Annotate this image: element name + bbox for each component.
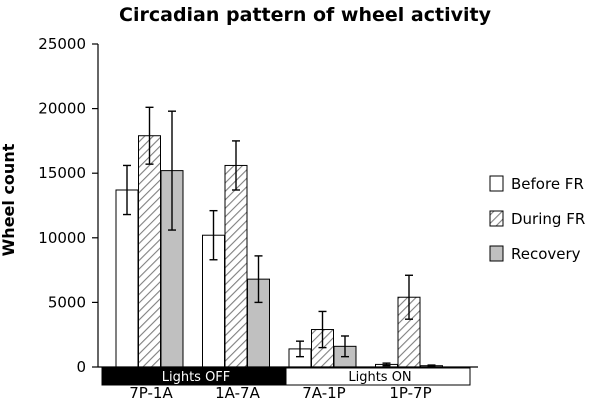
- legend-label: During FR: [511, 210, 585, 228]
- bar-before-fr: [115, 189, 139, 368]
- x-tick-label: 7A-1P: [302, 384, 345, 402]
- legend-swatch: [489, 245, 504, 262]
- y-tick-label: 20000: [38, 100, 86, 118]
- y-tick-label: 5000: [48, 293, 86, 311]
- legend-swatch: [489, 210, 504, 227]
- x-tick-label: 1P-7P: [389, 384, 431, 402]
- chart-title: Circadian pattern of wheel activity: [119, 4, 492, 26]
- bar-during-fr: [224, 164, 248, 368]
- y-tick-label: 25000: [38, 35, 86, 53]
- x-tick-label: 1A-7A: [215, 384, 260, 402]
- y-tick-label: 0: [76, 358, 86, 376]
- lights-on-label: Lights ON: [348, 370, 411, 385]
- x-tick-label: 7P-1A: [129, 384, 173, 402]
- y-axis-label: Wheel count: [0, 143, 18, 256]
- legend-label: Before FR: [511, 175, 584, 193]
- plot-area: 0 5000 10000 15000 20000 25000 7P-1A 1A-7A 7A-1P…: [38, 35, 478, 402]
- legend-label: Recovery: [511, 245, 581, 263]
- bar-during-fr: [138, 135, 161, 368]
- lights-on-band: [285, 367, 471, 386]
- y-tick-label: 15000: [38, 164, 86, 182]
- legend-swatch: [489, 175, 504, 192]
- y-tick-label: 10000: [38, 229, 86, 247]
- lights-off-label: Lights OFF: [162, 370, 231, 385]
- legend: Before FR During FR Recovery: [489, 175, 585, 263]
